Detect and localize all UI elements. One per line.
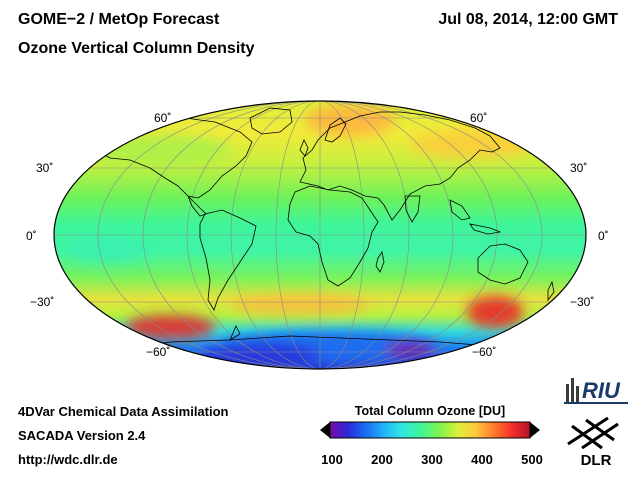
riu-logo-text: RIU <box>582 378 621 403</box>
lat-label-s30-right: −30˚ <box>570 295 594 309</box>
lat-label-s30-left: −30˚ <box>30 295 54 309</box>
footer-url: http://wdc.dlr.de <box>18 452 118 467</box>
page-subtitle: Ozone Vertical Column Density <box>18 40 255 57</box>
lat-label-n60-left: 60˚ <box>154 111 171 125</box>
lat-label-eq-right: 0˚ <box>598 229 609 243</box>
forecast-datetime: Jul 08, 2014, 12:00 GMT <box>438 11 618 28</box>
map-border <box>53 100 587 370</box>
colorbar <box>320 421 540 439</box>
lat-label-s60-left: −60˚ <box>146 345 170 359</box>
colorbar-gradient <box>329 421 531 439</box>
coastlines <box>94 107 555 369</box>
colorbar-tick-500: 500 <box>521 452 543 467</box>
dlr-logo: DLR <box>567 416 619 468</box>
colorbar-title: Total Column Ozone [DU] <box>354 404 506 418</box>
lat-label-eq-left: 0˚ <box>26 229 37 243</box>
ozone-map: 0˚ 0˚ 30˚ 30˚ −30˚ −30˚ 60˚ 60˚ −60˚ −60… <box>26 100 609 370</box>
lat-label-n30-left: 30˚ <box>36 161 53 175</box>
riu-logo: RIU <box>564 378 628 404</box>
colorbar-tick-400: 400 <box>471 452 493 467</box>
dlr-logo-text: DLR <box>581 452 612 468</box>
footer-method: 4DVar Chemical Data Assimilation <box>18 404 229 419</box>
colorbar-low-arrow <box>320 422 330 438</box>
lat-label-n30-right: 30˚ <box>570 161 587 175</box>
colorbar-tick-200: 200 <box>371 452 393 467</box>
latitude-labels: 0˚ 0˚ 30˚ 30˚ −30˚ −30˚ 60˚ 60˚ −60˚ −60… <box>26 111 609 359</box>
colorbar-tick-300: 300 <box>421 452 443 467</box>
lat-label-n60-right: 60˚ <box>470 111 487 125</box>
footer-version: SACADA Version 2.4 <box>18 428 146 443</box>
colorbar-tick-100: 100 <box>321 452 343 467</box>
lat-label-s60-right: −60˚ <box>472 345 496 359</box>
page-title: GOME−2 / MetOp Forecast <box>18 11 220 28</box>
colorbar-high-arrow <box>530 422 540 438</box>
